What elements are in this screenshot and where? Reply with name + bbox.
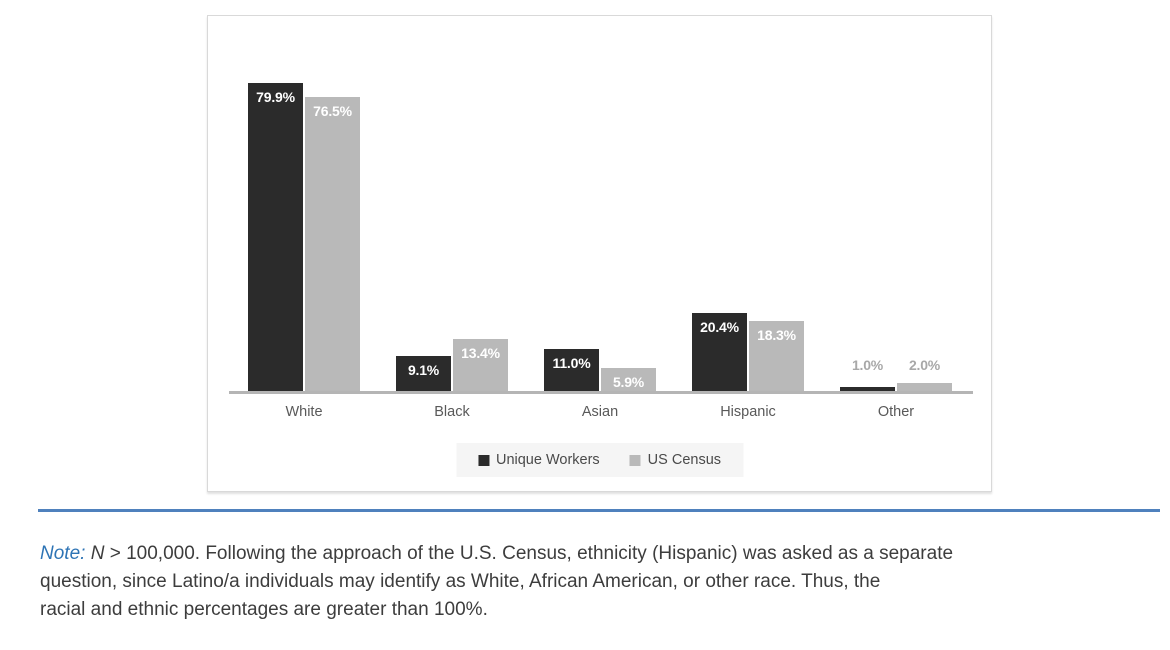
bar-fill — [840, 387, 895, 391]
bar-unique-workers-other: 1.0% — [840, 16, 895, 391]
bar-value-label: 1.0% — [851, 357, 884, 373]
note-n-symbol: N — [90, 543, 105, 564]
bar-unique-workers-black: 9.1% — [396, 16, 451, 391]
bar-value-label: 13.4% — [461, 345, 500, 362]
legend-swatch-us-census — [629, 454, 641, 466]
bar-fill — [248, 83, 303, 391]
bar-fill — [897, 383, 952, 391]
legend: Unique Workers US Census — [455, 443, 744, 477]
bar-value-label: 18.3% — [757, 326, 796, 343]
bar-value-label: 5.9% — [612, 374, 645, 391]
bar-unique-workers-asian: 11.0% — [544, 16, 599, 391]
bar-us-census-black: 13.4% — [453, 16, 508, 391]
bar-unique-workers-white: 79.9% — [248, 16, 303, 391]
bar-group-black: 9.1% 13.4% Black — [396, 16, 508, 420]
x-axis-line — [229, 391, 973, 394]
category-label-asian: Asian — [581, 404, 619, 420]
bar-value-label: 2.0% — [908, 357, 941, 373]
bar-group-other: 1.0% 2.0% Other — [840, 16, 952, 420]
bar-fill — [692, 312, 747, 391]
category-label-hispanic: Hispanic — [720, 404, 776, 420]
note-text-1: > 100,000. Following the approach of the… — [109, 543, 954, 564]
plot-area: 79.9% 76.5% White 9.1% 13.4% Black 11.0% 5.9% As… — [229, 16, 973, 420]
legend-item-us-census: US Census — [629, 452, 722, 468]
bar-fill — [601, 368, 656, 391]
bar-group-white: 79.9% 76.5% White — [248, 16, 360, 420]
bar-value-label: 9.1% — [407, 362, 440, 378]
note-line-1: Note: N > 100,000. Following the approac… — [40, 540, 1120, 568]
bar-us-census-white: 76.5% — [305, 16, 360, 391]
note-line-3: racial and ethnic percentages are greate… — [40, 599, 488, 620]
bar-group-asian: 11.0% 5.9% Asian — [544, 16, 656, 420]
category-label-white: White — [285, 404, 323, 420]
bar-value-label: 76.5% — [313, 102, 352, 119]
bar-fill — [305, 96, 360, 391]
legend-label-us-census: US Census — [647, 452, 722, 468]
bar-group-hispanic: 20.4% 18.3% Hispanic — [692, 16, 804, 420]
bar-us-census-asian: 5.9% — [601, 16, 656, 391]
legend-item-unique-workers: Unique Workers — [477, 452, 600, 468]
note-line-2: question, since Latino/a individuals may… — [40, 571, 881, 592]
bar-fill — [396, 356, 451, 391]
figure-note: Note: N > 100,000. Following the approac… — [40, 540, 1120, 624]
note-label: Note: — [40, 543, 86, 564]
category-label-other: Other — [877, 404, 915, 420]
bar-us-census-hispanic: 18.3% — [749, 16, 804, 391]
bar-value-label: 20.4% — [700, 318, 739, 335]
bar-unique-workers-hispanic: 20.4% — [692, 16, 747, 391]
bar-fill — [453, 339, 508, 391]
bar-fill — [749, 320, 804, 391]
legend-swatch-unique-workers — [477, 454, 489, 466]
bar-value-label: 79.9% — [256, 89, 295, 106]
chart-box: 79.9% 76.5% White 9.1% 13.4% Black 11.0% 5.9% As… — [207, 15, 992, 492]
bar-fill — [544, 348, 599, 391]
divider-line — [38, 509, 1160, 512]
category-label-black: Black — [434, 404, 470, 420]
legend-label-unique-workers: Unique Workers — [495, 452, 600, 468]
bar-us-census-other: 2.0% — [897, 16, 952, 391]
bar-value-label: 11.0% — [552, 354, 591, 371]
